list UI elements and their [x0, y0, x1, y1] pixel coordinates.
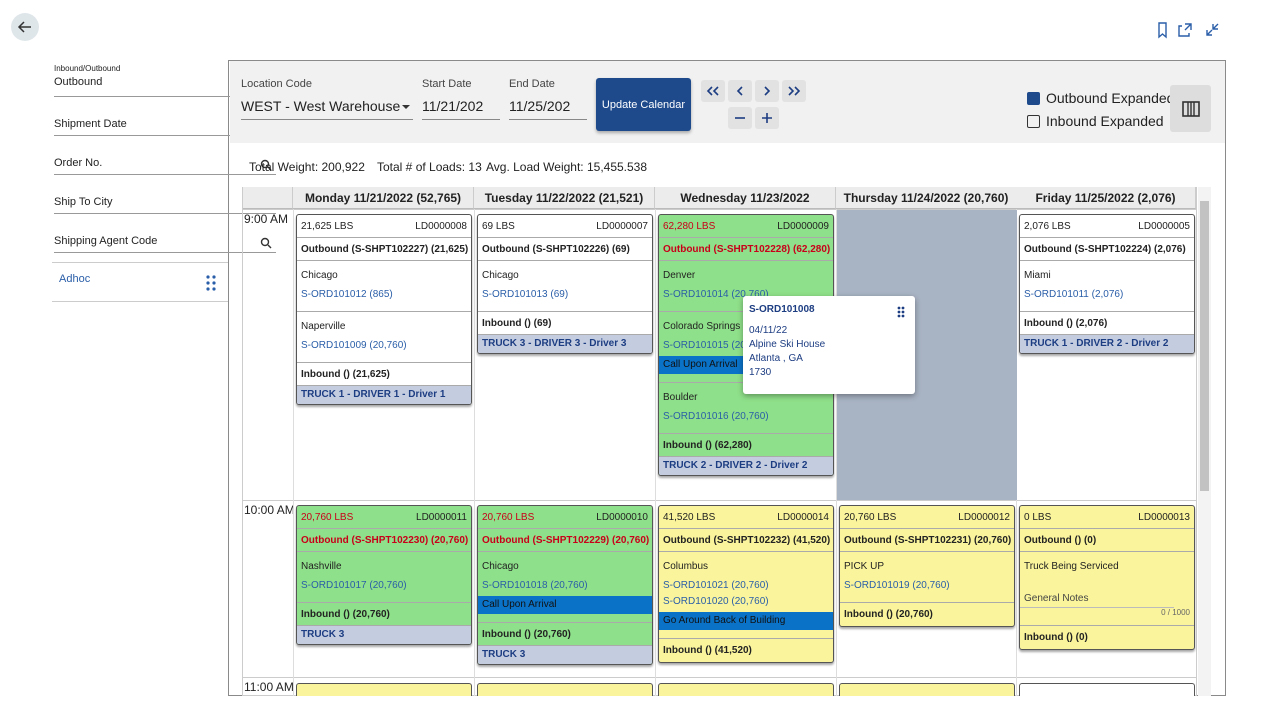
prev-button[interactable]	[728, 80, 752, 102]
icon	[764, 86, 771, 96]
label: Total Weight:	[249, 160, 319, 174]
total-loads: Total # of Loads: 13	[377, 160, 482, 174]
icon	[1181, 100, 1200, 117]
value: 13	[468, 160, 482, 174]
checkbox	[1027, 114, 1040, 128]
field-label: Shipment Date	[54, 118, 127, 130]
adhoc-label: Adhoc	[59, 273, 91, 285]
location-select[interactable]: WEST - West Warehouse	[241, 98, 413, 120]
total-weight: Total Weight: 200,922	[249, 160, 365, 174]
checkbox-label: Outbound Expanded	[1046, 90, 1175, 106]
columns-button[interactable]	[1170, 85, 1211, 132]
shipping-agent-field[interactable]: Shipping Agent Code	[54, 235, 276, 253]
field-label: Shipping Agent Code	[54, 235, 158, 247]
search-icon	[260, 159, 272, 171]
icon	[762, 113, 772, 123]
order-no-field[interactable]: Order No.	[54, 157, 276, 175]
icon	[735, 117, 745, 119]
search-icon	[260, 198, 272, 210]
field-value: Outbound	[54, 76, 103, 88]
zoom-in-button[interactable]	[755, 107, 779, 129]
order-popup: S-ORD101008 04/11/22 Alpine Ski House At…	[743, 296, 915, 394]
label: Avg. Load Weight:	[486, 160, 584, 174]
field-label: Inbound/Outbound	[54, 64, 121, 73]
toolbar: Location Code WEST - West Warehouse Star…	[230, 61, 1225, 143]
drag-icon	[206, 275, 216, 291]
popup-city: Atlanta , GA	[749, 353, 803, 364]
end-date-field[interactable]: 11/25/202	[509, 98, 587, 120]
start-date-field[interactable]: 11/21/202	[422, 98, 500, 120]
search-icon	[260, 237, 272, 249]
field-value: 11/21/202	[422, 98, 484, 114]
back-icon	[17, 21, 31, 33]
zoom-out-button[interactable]	[728, 107, 752, 129]
popup-order: S-ORD101008	[749, 304, 815, 315]
field-label: Ship To City	[54, 196, 113, 208]
value: 15,455.538	[586, 160, 648, 174]
field-label: Order No.	[54, 157, 103, 169]
field-label: End Date	[509, 78, 555, 90]
first-button[interactable]	[701, 80, 725, 102]
value: 200,922	[321, 160, 365, 174]
drag-icon	[897, 306, 905, 318]
window-icons[interactable]	[1152, 20, 1224, 40]
back-button[interactable]	[11, 13, 39, 41]
popup-code: 1730	[749, 367, 772, 378]
field-label: Start Date	[422, 78, 472, 90]
last-button[interactable]	[782, 80, 806, 102]
next-button[interactable]	[755, 80, 779, 102]
avg-weight: Avg. Load Weight: 15,455.538	[486, 160, 647, 174]
field-value: 11/25/202	[509, 98, 571, 114]
icon	[788, 86, 801, 96]
icon	[706, 86, 719, 96]
inbound-expanded-checkbox[interactable]: Inbound Expanded	[1027, 113, 1164, 129]
field-label: Location Code	[241, 78, 312, 90]
popup-date: 04/11/22	[749, 325, 788, 336]
update-calendar-button[interactable]: Update Calendar	[596, 78, 691, 131]
field-value: WEST - West Warehouse	[241, 98, 401, 114]
dropdown-icon	[402, 105, 410, 109]
filter-panel: Inbound/Outbound Outbound Shipment Date …	[52, 60, 276, 696]
adhoc-row[interactable]: Adhoc	[52, 262, 228, 302]
label: Total # of Loads:	[377, 160, 466, 174]
checkbox-label: Inbound Expanded	[1046, 113, 1164, 129]
popup-customer: Alpine Ski House	[749, 339, 826, 350]
ship-to-city-field[interactable]: Ship To City	[54, 196, 276, 214]
icon	[736, 86, 743, 96]
outbound-expanded-checkbox[interactable]: Outbound Expanded	[1027, 90, 1174, 106]
checkbox-checked	[1027, 91, 1040, 105]
